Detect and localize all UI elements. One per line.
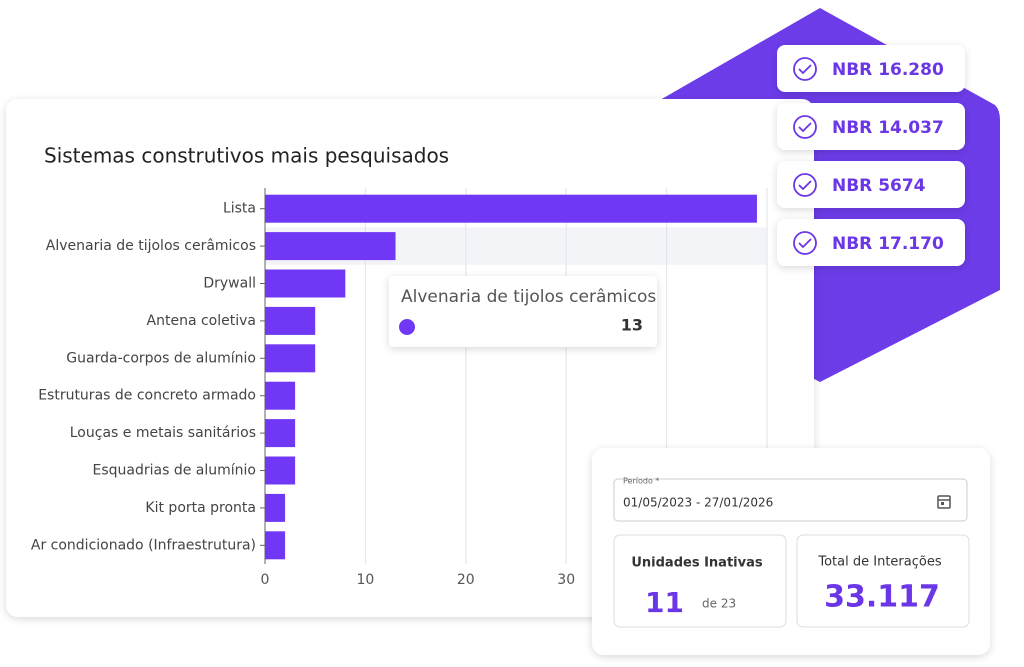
stat-title: Unidades Inativas — [631, 556, 763, 571]
bar — [265, 381, 296, 410]
y-tick-label: Estruturas de concreto armado — [38, 388, 256, 404]
check-icon — [793, 57, 817, 81]
check-icon — [793, 173, 817, 197]
stat-card — [613, 534, 787, 628]
chart: 01020304050ListaAlvenaria de tijolos cer… — [31, 188, 776, 588]
x-tick-label: 10 — [356, 572, 374, 588]
bar — [265, 456, 296, 485]
y-tick-label: Alvenaria de tijolos cerâmicos — [46, 238, 256, 254]
bar — [265, 306, 316, 335]
badge-label: NBR 5674 — [832, 176, 926, 196]
tooltip-title: Alvenaria de tijolos cerâmicos — [401, 287, 656, 307]
y-tick-label: Ar condicionado (Infraestrutura) — [31, 537, 256, 553]
x-tick-label: 20 — [457, 572, 475, 588]
stat-card — [796, 534, 970, 628]
y-tick-label: Drywall — [203, 276, 256, 292]
bar — [265, 344, 316, 373]
tooltip: Alvenaria de tijolos cerâmicos 13 — [389, 276, 657, 347]
check-icon — [798, 64, 812, 75]
badge-label: NBR 17.170 — [832, 234, 944, 254]
x-tick-label: 30 — [557, 572, 575, 588]
date-label: Período * — [623, 477, 659, 486]
check-icon — [793, 115, 817, 139]
stat-detail: de 23 — [702, 597, 736, 611]
bar — [265, 269, 346, 298]
calendar-icon[interactable] — [937, 495, 951, 509]
check-icon — [798, 180, 812, 191]
y-tick-label: Louças e metais sanitários — [70, 425, 256, 441]
y-tick-label: Kit porta pronta — [145, 500, 256, 516]
tooltip-box — [389, 276, 657, 347]
bar — [265, 419, 296, 448]
bar — [265, 493, 286, 522]
badge-label: NBR 14.037 — [832, 118, 944, 138]
stat-value: 33.117 — [824, 580, 940, 615]
tooltip-value: 13 — [621, 316, 643, 335]
badges: NBR 16.280 NBR 14.037 NBR 5674 NBR 17.170 — [777, 45, 965, 266]
stat-value: 11 — [645, 586, 684, 619]
x-tick-label: 0 — [261, 572, 270, 588]
date-value: 01/05/2023 - 27/01/2026 — [623, 496, 773, 510]
bar — [265, 232, 396, 261]
check-icon — [798, 238, 812, 249]
badge-label: NBR 16.280 — [832, 60, 944, 80]
check-icon — [798, 122, 812, 133]
date-field[interactable] — [613, 478, 968, 522]
chart-title: Sistemas construtivos mais pesquisados — [44, 144, 449, 168]
badge-card — [777, 219, 965, 266]
y-tick-label: Lista — [223, 201, 256, 217]
tooltip-dot — [399, 319, 415, 335]
y-tick-label: Guarda-corpos de alumínio — [66, 350, 256, 366]
bar — [265, 531, 286, 560]
check-icon — [793, 231, 817, 255]
badge-card — [777, 161, 965, 208]
stat-title: Total de Interações — [817, 555, 941, 570]
y-tick-label: Antena coletiva — [147, 313, 256, 329]
bar — [265, 194, 757, 223]
badge-card — [777, 45, 965, 92]
badge-card — [777, 103, 965, 150]
y-tick-label: Esquadrias de alumínio — [93, 463, 256, 479]
